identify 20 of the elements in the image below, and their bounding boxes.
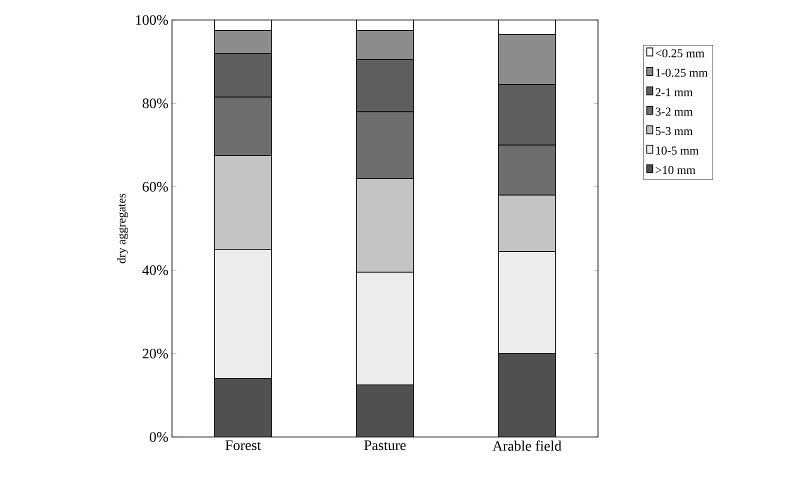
y-tick-label: 0% xyxy=(150,432,168,442)
legend-label: 3-2 mm xyxy=(656,108,693,116)
y-tick-label: 60% xyxy=(142,182,168,192)
bar xyxy=(214,378,272,437)
y-tick-label: 100% xyxy=(136,15,168,25)
y-tick-label: 80% xyxy=(142,98,168,108)
x-tick-label: Forest xyxy=(225,440,261,450)
x-tick-label: Pasture xyxy=(364,440,406,450)
legend-label: 1-0.25 mm xyxy=(656,68,708,77)
bar xyxy=(356,384,414,437)
legend-label: 5-3 mm xyxy=(656,127,693,136)
legend-label: 10-5 mm xyxy=(656,146,699,155)
y-tick-label: 40% xyxy=(142,265,168,276)
legend-label: 2-1 mm xyxy=(656,88,693,96)
y-axis-title: dry aggregates xyxy=(117,194,128,264)
bar xyxy=(498,353,556,437)
y-tick-label: 20% xyxy=(142,348,168,358)
legend-label: <0.25 mm xyxy=(656,49,704,58)
legend-label: >10 mm xyxy=(656,166,696,174)
x-tick-label: Arable field xyxy=(492,440,562,451)
